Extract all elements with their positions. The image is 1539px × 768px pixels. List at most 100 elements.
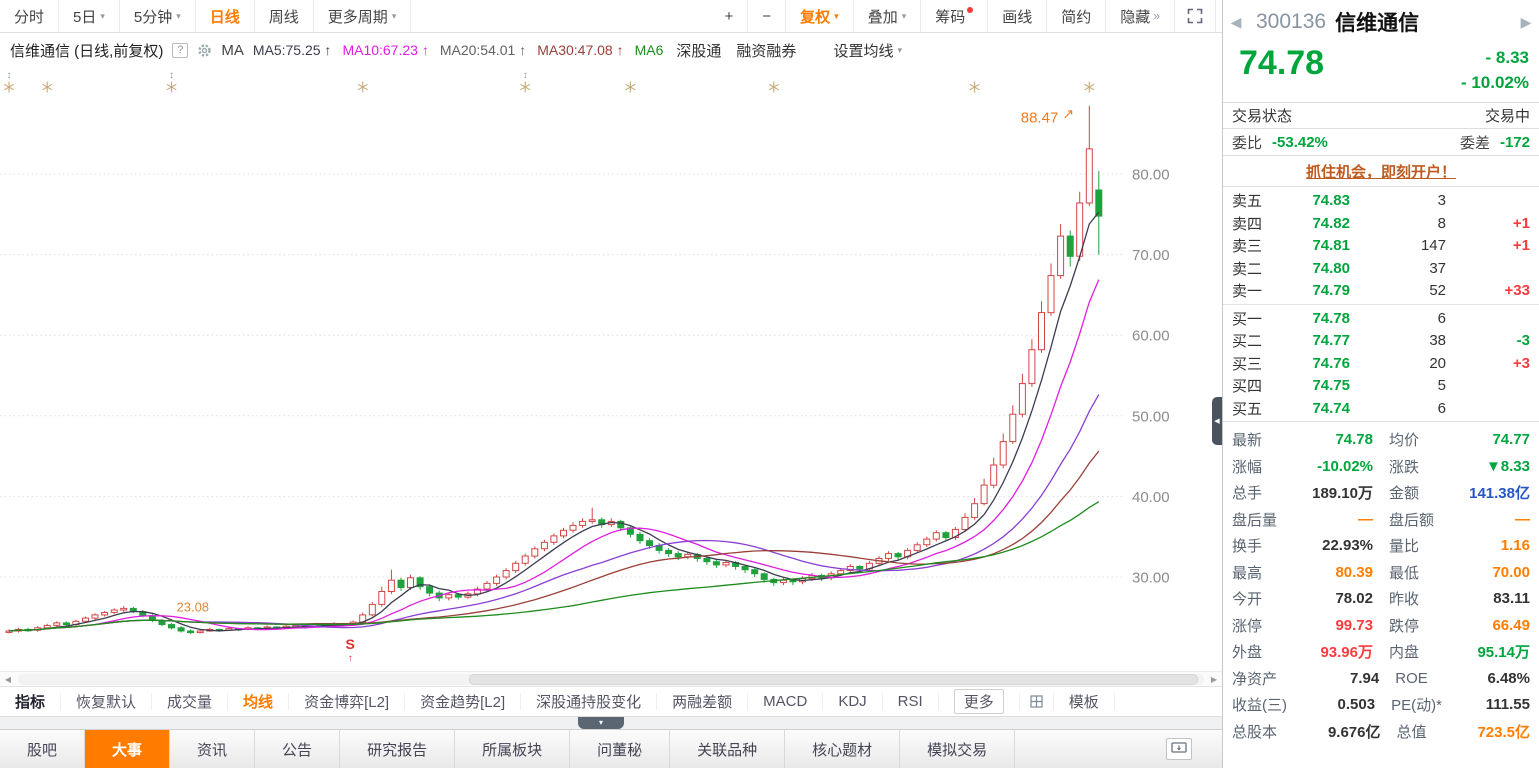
dividend-marker-icon[interactable] [42, 83, 53, 91]
indicator-menu[interactable]: 指标 [0, 693, 62, 711]
overlay-dropdown[interactable]: 叠加 ▾ [854, 0, 922, 32]
price-adjust-dropdown[interactable]: 复权 ▾ [786, 0, 854, 32]
stat-label: 金额 [1389, 485, 1420, 503]
margin-trading-link[interactable]: 融资融券 [736, 42, 797, 60]
zoom-in-button[interactable]: + [711, 0, 749, 32]
indicator-kdj[interactable]: KDJ [823, 693, 883, 710]
event-marker-s[interactable]: S [346, 636, 355, 652]
indicator-ma[interactable]: 均线 [228, 693, 290, 711]
y-axis-label: 70.00 [1132, 247, 1170, 264]
period-5min[interactable]: 5分钟 ▾ [120, 0, 196, 32]
stat-row: 总股本 9.676亿 总值 723.5亿 [1232, 718, 1530, 745]
tab-events[interactable]: 大事 [85, 730, 171, 768]
dividend-marker-icon[interactable] [768, 83, 779, 91]
chart-title: 信维通信 (日线,前复权) [10, 42, 164, 60]
tab-sectors[interactable]: 所属板块 [455, 730, 571, 768]
indicator-fund-game[interactable]: 资金博弈[L2] [289, 693, 406, 711]
indicator-more[interactable]: 更多 [939, 689, 1020, 714]
dividend-marker-icon[interactable] [1084, 83, 1095, 91]
chevron-down-icon: ▾ [176, 10, 181, 21]
ask-row[interactable]: 卖一 74.79 52 +33 [1223, 279, 1539, 302]
stat-label: 昨收 [1389, 591, 1420, 609]
simple-mode-button[interactable]: 简约 [1047, 0, 1107, 32]
bid-row[interactable]: 买四 74.75 5 [1223, 374, 1539, 397]
tab-paper-trading[interactable]: 模拟交易 [900, 730, 1016, 768]
period-weekly[interactable]: 周线 [255, 0, 314, 32]
ma-settings-dropdown[interactable]: 设置均线 ▾ [833, 40, 902, 61]
ask-chg: +33 [1504, 282, 1530, 300]
chip-distribution-button[interactable]: 筹码 [921, 0, 989, 32]
hide-button[interactable]: 隐藏» [1106, 0, 1175, 32]
shenzhen-connect-link[interactable]: 深股通 [676, 42, 722, 60]
tab-related[interactable]: 关联品种 [670, 730, 786, 768]
scroll-left-icon[interactable]: ◀ [4, 674, 12, 684]
ask-row[interactable]: 卖三 74.81 147 +1 [1223, 234, 1539, 257]
double-chevron-icon: » [1153, 9, 1160, 23]
bid-row[interactable]: 买五 74.74 6 [1223, 397, 1539, 420]
bid-vol: 6 [1437, 309, 1446, 327]
panel-resize-handle[interactable]: ◀ [1212, 397, 1222, 445]
fullscreen-icon[interactable] [1175, 0, 1216, 32]
stat-value: — [1358, 510, 1373, 528]
help-icon[interactable]: ? [172, 42, 189, 58]
period-intraday[interactable]: 分时 [0, 0, 60, 32]
draw-line-button[interactable]: 画线 [988, 0, 1048, 32]
indicator-layout-icon[interactable] [1020, 693, 1054, 710]
stat-row: 涨幅 -10.02% 涨跌 ▼8.33 [1232, 453, 1530, 480]
dividend-marker-icon[interactable] [3, 83, 15, 91]
tab-ask-secretary[interactable]: 问董秘 [570, 730, 671, 768]
indicator-connect-holdings[interactable]: 深股通持股变化 [521, 693, 658, 711]
indicator-macd[interactable]: MACD [748, 693, 824, 710]
dock-panel-icon[interactable] [1166, 738, 1192, 760]
bid-row[interactable]: 买三 74.76 20 +3 [1223, 352, 1539, 375]
tab-news[interactable]: 资讯 [170, 730, 256, 768]
tab-forum[interactable]: 股吧 [0, 730, 86, 768]
ask-row[interactable]: 卖二 74.80 37 [1223, 257, 1539, 280]
stat-row: 总手 189.10万 金额 141.38亿 [1232, 479, 1530, 506]
dividend-marker-icon[interactable] [357, 83, 368, 91]
prev-stock-icon[interactable]: ◀ [1230, 13, 1242, 30]
period-5day[interactable]: 5日 ▾ [59, 0, 120, 32]
dividend-marker-icon[interactable] [969, 83, 980, 91]
bid-row[interactable]: 买二 74.77 38 -3 [1223, 329, 1539, 352]
chart-pane: 分时 5日 ▾ 5分钟 ▾ 日线 周线 更多周期 ▾ + − 复权 ▾ 叠加 ▾ 筹码 画线 简约 隐藏» 信维通… [0, 0, 1222, 768]
bid-vol: 20 [1429, 354, 1446, 372]
tab-themes[interactable]: 核心题材 [785, 730, 901, 768]
collapse-handle[interactable]: ▾ [578, 717, 624, 729]
scrollbar-thumb[interactable] [468, 673, 1199, 685]
tab-research[interactable]: 研究报告 [340, 730, 456, 768]
open-account-link[interactable]: 抓住机会，即刻开户！ [1305, 163, 1456, 181]
indicator-template[interactable]: 模板 [1054, 693, 1115, 711]
indicator-fund-trend[interactable]: 资金趋势[L2] [405, 693, 522, 711]
chart-tools: + − 复权 ▾ 叠加 ▾ 筹码 画线 简约 隐藏» [711, 0, 1216, 32]
updown-marker-icon: ↕ [523, 70, 528, 81]
ask-price: 74.83 [1312, 192, 1350, 210]
indicator-margin-balance[interactable]: 两融差额 [657, 693, 749, 711]
y-axis-label: 30.00 [1132, 570, 1170, 587]
next-stock-icon[interactable]: ▶ [1520, 13, 1532, 30]
ask-lab: 卖一 [1232, 283, 1263, 301]
zoom-out-button[interactable]: − [748, 0, 787, 32]
weibi-label: 委比 [1232, 134, 1263, 152]
stat-label: 换手 [1232, 538, 1263, 556]
ask-row[interactable]: 卖五 74.83 3 [1223, 189, 1539, 212]
dividend-marker-icon[interactable] [625, 83, 636, 91]
bid-chg: +3 [1512, 354, 1530, 372]
bid-row[interactable]: 买一 74.78 6 [1223, 307, 1539, 330]
ask-row[interactable]: 卖四 74.82 8 +1 [1223, 212, 1539, 235]
indicator-rsi[interactable]: RSI [883, 693, 939, 710]
scroll-right-icon[interactable]: ▶ [1210, 674, 1218, 684]
chevron-down-icon: ▾ [391, 10, 397, 21]
candlestick-chart[interactable]: 80.00 70.00 60.00 50.00 40.00 30.00 ↕ ↕ ↕ 88.47 ↗ 2… [0, 67, 1221, 671]
chevron-down-icon: ▾ [100, 10, 105, 21]
dividend-marker-icon[interactable] [520, 83, 531, 91]
tab-announcements[interactable]: 公告 [255, 730, 341, 768]
period-daily[interactable]: 日线 [196, 0, 255, 32]
period-more[interactable]: 更多周期 ▾ [314, 0, 412, 32]
settings-gear-icon[interactable] [197, 43, 212, 58]
indicator-volume[interactable]: 成交量 [152, 693, 229, 711]
restore-default-button[interactable]: 恢复默认 [61, 693, 153, 711]
scrollbar-track[interactable] [18, 673, 1204, 685]
dividend-marker-icon[interactable] [166, 83, 177, 91]
bid-lab: 买三 [1232, 355, 1263, 373]
